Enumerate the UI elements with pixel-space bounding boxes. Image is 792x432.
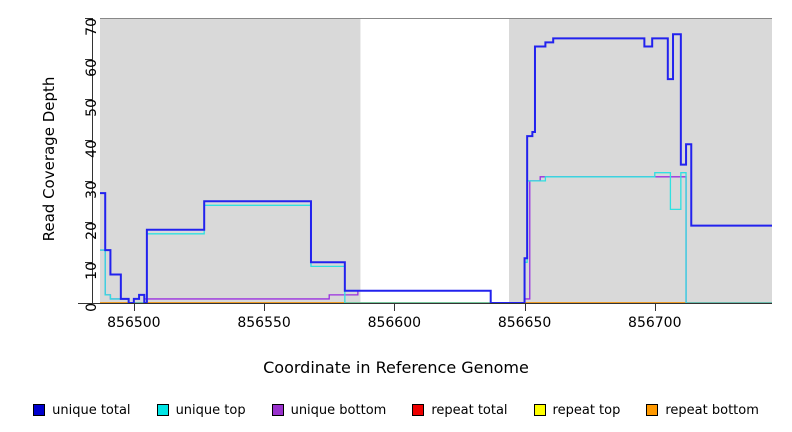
plot-panel bbox=[100, 18, 772, 303]
legend-item-repeat-total[interactable]: repeat total bbox=[412, 402, 508, 418]
x-tick bbox=[264, 304, 266, 311]
coverage-traces bbox=[100, 18, 772, 303]
x-axis-title: Coordinate in Reference Genome bbox=[263, 358, 529, 377]
legend-item-repeat-top[interactable]: repeat top bbox=[533, 402, 621, 418]
y-tick bbox=[85, 180, 92, 182]
legend-item-unique-bottom[interactable]: unique bottom bbox=[271, 402, 387, 418]
legend: unique total unique top unique bottom repea… bbox=[0, 398, 792, 422]
legend-swatch-icon bbox=[33, 404, 46, 416]
x-tick bbox=[654, 304, 656, 311]
legend-swatch-icon bbox=[533, 404, 546, 416]
legend-label: repeat bottom bbox=[665, 402, 759, 418]
y-tick bbox=[85, 303, 92, 304]
y-tick bbox=[85, 140, 92, 142]
legend-label: unique total bbox=[52, 402, 131, 418]
y-tick bbox=[85, 262, 92, 264]
legend-swatch-icon bbox=[412, 404, 425, 416]
x-tick bbox=[394, 304, 396, 311]
shaded-region bbox=[100, 18, 361, 303]
unshaded-region bbox=[360, 18, 509, 303]
y-tick bbox=[85, 221, 92, 223]
y-tick bbox=[85, 18, 92, 19]
legend-swatch-icon bbox=[646, 404, 659, 416]
legend-item-repeat-bottom[interactable]: repeat bottom bbox=[646, 404, 759, 417]
series-unique-total bbox=[100, 33, 772, 303]
legend-swatch-icon bbox=[271, 404, 284, 416]
y-tick-label: 10 bbox=[84, 262, 100, 281]
x-tick bbox=[133, 304, 135, 311]
x-tick-label: 856700 bbox=[628, 315, 682, 331]
legend-label: unique top bbox=[175, 402, 246, 418]
legend-swatch-icon bbox=[156, 404, 169, 416]
x-tick-label: 856650 bbox=[497, 315, 552, 331]
x-tick-label: 856550 bbox=[237, 315, 291, 331]
legend-item-unique-top[interactable]: unique top bbox=[156, 402, 246, 418]
y-tick bbox=[85, 99, 92, 101]
legend-label: unique bottom bbox=[290, 402, 387, 418]
y-axis-title: Read Coverage Depth bbox=[40, 76, 58, 242]
y-tick-label: 70 bbox=[84, 18, 100, 36]
y-tick-label: 40 bbox=[84, 140, 100, 158]
x-tick-label: 856500 bbox=[107, 315, 161, 331]
y-tick-label: 60 bbox=[84, 58, 100, 77]
y-tick-label: 30 bbox=[84, 180, 100, 199]
legend-label: repeat total bbox=[431, 402, 508, 418]
legend-label: repeat top bbox=[552, 402, 621, 418]
legend-item-unique-total[interactable]: unique total bbox=[33, 402, 131, 418]
x-tick bbox=[524, 304, 526, 311]
y-axis-line bbox=[92, 18, 93, 303]
y-tick-label: 50 bbox=[84, 99, 100, 118]
y-tick-label: 20 bbox=[84, 221, 100, 240]
x-axis-line bbox=[78, 303, 772, 304]
y-tick bbox=[85, 58, 92, 60]
x-tick-label: 856600 bbox=[367, 315, 422, 331]
shaded-region bbox=[508, 18, 772, 303]
